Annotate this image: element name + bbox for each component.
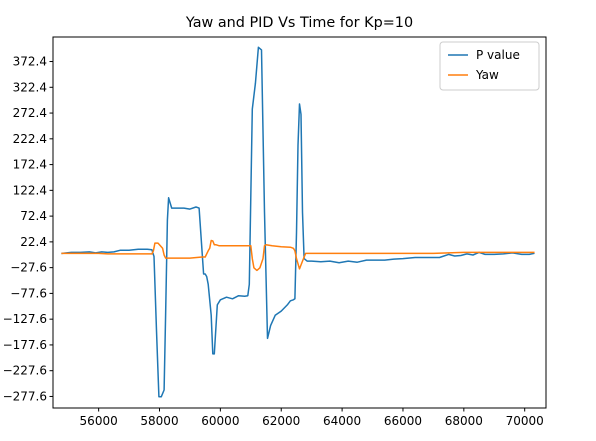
y-tick-label: 122.4 xyxy=(13,183,47,197)
legend: P value Yaw xyxy=(439,41,540,91)
legend-label: Yaw xyxy=(475,68,499,82)
y-tick-label: 272.4 xyxy=(13,106,47,120)
legend-box xyxy=(439,41,540,91)
y-tick-label: 172.4 xyxy=(13,158,47,172)
y-tick-label: −177.6 xyxy=(3,338,47,352)
y-tick-label: −27.6 xyxy=(10,261,47,275)
y-tick-label: −277.6 xyxy=(3,389,47,403)
y-tick-label: 322.4 xyxy=(13,80,47,94)
y-tick-label: 222.4 xyxy=(13,132,47,146)
y-tick-label: 72.4 xyxy=(20,209,47,223)
legend-label: P value xyxy=(476,48,520,62)
x-tick-label: 56000 xyxy=(80,414,118,428)
y-axis: −277.6 −227.6 −177.6 −127.6 −77.6 −27.6 22.4 72… xyxy=(3,55,53,403)
series-layer xyxy=(61,46,535,398)
x-tick-label: 60000 xyxy=(201,414,239,428)
series-line-p-value xyxy=(61,46,535,398)
y-tick-label: 22.4 xyxy=(20,235,47,249)
chart-title: Yaw and PID Vs Time for Kp=10 xyxy=(185,15,413,31)
x-axis: 56000 58000 60000 62000 64000 66000 68000 70000 xyxy=(80,408,544,428)
series-line-yaw xyxy=(61,239,535,272)
x-tick-label: 62000 xyxy=(262,414,300,428)
plot-area xyxy=(52,36,547,409)
x-tick-label: 64000 xyxy=(323,414,361,428)
y-tick-label: −77.6 xyxy=(10,286,47,300)
y-tick-label: −127.6 xyxy=(3,312,47,326)
y-tick-label: −227.6 xyxy=(3,364,47,378)
plot-frame xyxy=(52,36,547,409)
x-tick-label: 66000 xyxy=(384,414,422,428)
x-tick-label: 68000 xyxy=(445,414,483,428)
x-tick-label: 58000 xyxy=(140,414,178,428)
y-tick-label: 372.4 xyxy=(13,55,47,69)
x-tick-label: 70000 xyxy=(506,414,544,428)
